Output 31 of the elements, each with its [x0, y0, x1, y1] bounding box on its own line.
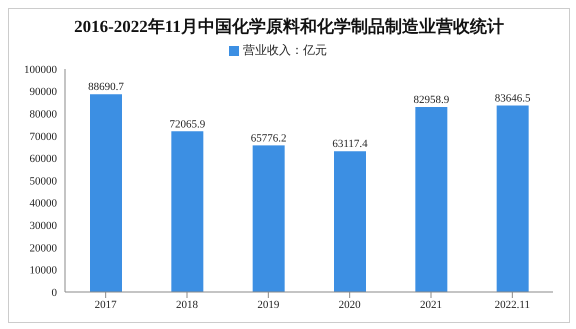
y-tick-label: 0	[52, 286, 58, 299]
bar	[496, 105, 529, 292]
x-tick-label: 2018	[176, 298, 198, 311]
bar	[334, 151, 366, 292]
x-tick-label: 2022.11	[494, 298, 530, 311]
bar	[90, 94, 122, 292]
data-label: 83646.5	[494, 92, 532, 104]
data-label: 88690.7	[88, 81, 124, 94]
y-tick-label: 20000	[30, 242, 58, 254]
data-label: 63117.4	[332, 138, 368, 150]
bar	[252, 145, 285, 292]
y-tick-label: 70000	[30, 130, 58, 143]
y-tick-label: 100000	[24, 64, 58, 76]
y-tick-label: 10000	[30, 264, 58, 277]
x-tick-label: 2020	[338, 298, 362, 311]
data-label: 65776.2	[250, 132, 287, 144]
chart-title: 2016-2022年11月中国化学原料和化学制品制造业营收统计	[73, 16, 505, 38]
bar	[171, 131, 204, 292]
y-tick-label: 60000	[30, 153, 58, 166]
y-tick-label: 30000	[30, 220, 58, 232]
bar	[415, 107, 448, 292]
y-tick-label: 40000	[30, 198, 58, 210]
x-tick-label: 2019	[257, 298, 280, 311]
y-tick-label: 50000	[30, 175, 58, 188]
y-tick-label: 80000	[30, 108, 58, 121]
x-tick-label: 2021	[420, 298, 442, 311]
y-tick-label: 90000	[30, 86, 58, 98]
legend-label: 营业收入：亿元	[243, 43, 327, 57]
data-label: 72065.9	[169, 118, 206, 130]
x-tick-label: 2017	[94, 298, 118, 311]
data-label: 82958.9	[413, 94, 450, 106]
